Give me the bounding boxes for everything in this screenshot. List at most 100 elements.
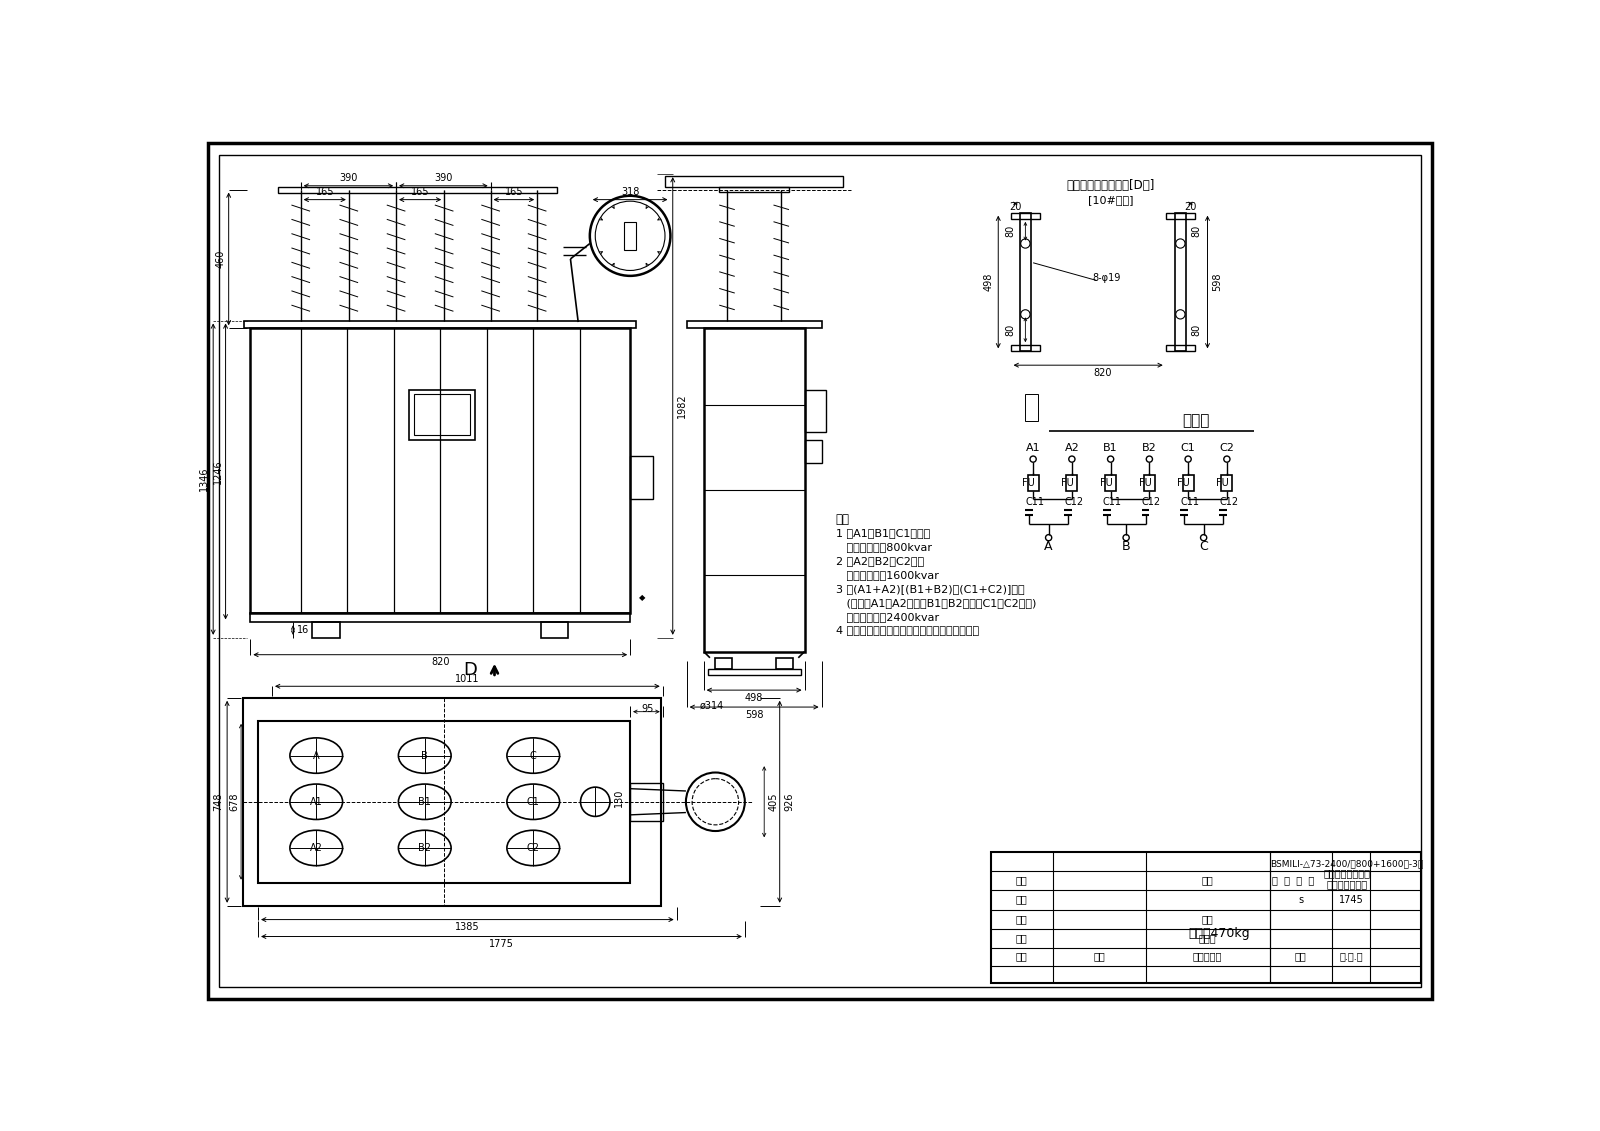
Bar xyxy=(414,395,470,435)
Text: C2: C2 xyxy=(1219,442,1234,452)
Text: A: A xyxy=(1045,541,1053,553)
Text: 598: 598 xyxy=(1213,273,1222,292)
Bar xyxy=(1011,213,1040,219)
Text: A1: A1 xyxy=(1026,442,1040,452)
Text: C11: C11 xyxy=(1026,498,1045,507)
Text: 820: 820 xyxy=(430,657,450,667)
Text: 165: 165 xyxy=(411,187,429,197)
Text: (即此时A1与A2并联，B1与B2并联，C1与C2并联): (即此时A1与A2并联，B1与B2并联，C1与C2并联) xyxy=(835,597,1035,607)
Text: 1 接A1（B1，C1）时，: 1 接A1（B1，C1）时， xyxy=(835,528,930,538)
Bar xyxy=(1067,475,1077,492)
Text: 1982: 1982 xyxy=(677,394,686,418)
Text: 390: 390 xyxy=(339,173,358,183)
Bar xyxy=(630,457,653,499)
Text: 更改文件号: 更改文件号 xyxy=(1194,951,1222,961)
Bar xyxy=(805,440,821,463)
Text: C12: C12 xyxy=(1219,498,1238,507)
Text: B1: B1 xyxy=(418,796,430,806)
Text: 制图: 制图 xyxy=(1016,914,1027,924)
Text: 底脚安装尺寸示意图[D向]: 底脚安装尺寸示意图[D向] xyxy=(1067,180,1155,192)
Text: 80: 80 xyxy=(1190,323,1202,336)
Text: 80: 80 xyxy=(1005,323,1014,336)
Text: 注：: 注： xyxy=(835,513,850,526)
Text: 外形尺寸示意图: 外形尺寸示意图 xyxy=(1326,879,1368,889)
Text: 498: 498 xyxy=(746,693,763,702)
Text: 1011: 1011 xyxy=(454,674,480,683)
Text: 748: 748 xyxy=(213,793,222,811)
Text: C: C xyxy=(1200,541,1208,553)
Bar xyxy=(666,175,843,187)
Text: 460: 460 xyxy=(216,250,226,268)
Text: ø314: ø314 xyxy=(699,700,723,710)
Text: C1: C1 xyxy=(526,796,539,806)
Bar xyxy=(541,622,568,638)
Bar xyxy=(1011,345,1040,352)
Bar xyxy=(277,187,557,192)
Text: 598: 598 xyxy=(746,710,763,719)
Text: C2: C2 xyxy=(526,843,539,853)
Bar xyxy=(630,783,662,821)
Text: D: D xyxy=(464,662,477,679)
Text: C12: C12 xyxy=(1064,498,1083,507)
Text: A2: A2 xyxy=(1064,442,1080,452)
Bar xyxy=(312,622,339,638)
Text: 3 接(A1+A2)[(B1+B2)，(C1+C2)]时，: 3 接(A1+A2)[(B1+B2)，(C1+C2)]时， xyxy=(835,584,1024,594)
Text: 1385: 1385 xyxy=(454,922,480,932)
Text: 20: 20 xyxy=(1184,201,1197,211)
Text: 165: 165 xyxy=(504,187,523,197)
Text: C12: C12 xyxy=(1142,498,1160,507)
Text: B2: B2 xyxy=(418,843,432,853)
Bar xyxy=(258,720,630,882)
Bar xyxy=(250,613,630,622)
Text: 926: 926 xyxy=(784,793,794,811)
Bar xyxy=(1174,213,1186,352)
Text: 1246: 1246 xyxy=(213,459,222,484)
Bar xyxy=(624,222,637,250)
Bar xyxy=(1166,213,1195,219)
Text: [10#槽钐]: [10#槽钐] xyxy=(1088,195,1133,205)
Text: 80: 80 xyxy=(1190,225,1202,238)
Text: 油重：470kg: 油重：470kg xyxy=(1189,927,1250,940)
Text: 4 电容器组内部故障保护方式：开口在三角电压: 4 电容器组内部故障保护方式：开口在三角电压 xyxy=(835,625,979,636)
Text: 165: 165 xyxy=(315,187,334,197)
Bar xyxy=(1019,213,1030,352)
Text: C11: C11 xyxy=(1181,498,1200,507)
Text: 390: 390 xyxy=(434,173,453,183)
Text: 80: 80 xyxy=(1005,225,1014,238)
Text: A2: A2 xyxy=(310,843,323,853)
Bar xyxy=(715,658,733,670)
Text: 审核: 审核 xyxy=(1202,914,1213,924)
Text: 批准: 批准 xyxy=(1202,875,1213,886)
Bar xyxy=(250,328,630,613)
Text: 处数: 处数 xyxy=(1093,951,1106,961)
Bar xyxy=(245,320,637,328)
Bar xyxy=(1166,345,1195,352)
Bar xyxy=(707,670,800,675)
Text: 共  张  郑  束: 共 张 郑 束 xyxy=(1272,875,1314,886)
Text: 20: 20 xyxy=(1010,201,1021,211)
Text: 工艺: 工艺 xyxy=(1016,875,1027,886)
Text: C11: C11 xyxy=(1102,498,1122,507)
Text: 820: 820 xyxy=(1094,368,1112,378)
Bar xyxy=(1106,475,1117,492)
Text: 集合式并联电容器: 集合式并联电容器 xyxy=(1323,869,1371,879)
Bar xyxy=(243,698,661,906)
Text: 签名: 签名 xyxy=(1294,951,1306,961)
Text: 设计: 设计 xyxy=(1016,933,1027,943)
Text: 年.月.日: 年.月.日 xyxy=(1339,951,1363,961)
Text: A1: A1 xyxy=(310,796,323,806)
Bar xyxy=(704,328,805,651)
Text: FU: FU xyxy=(1061,478,1074,487)
Bar xyxy=(720,187,789,192)
Text: FU: FU xyxy=(1022,478,1035,487)
Text: FU: FU xyxy=(1139,478,1152,487)
Bar xyxy=(990,852,1421,983)
Text: 标记: 标记 xyxy=(1016,951,1027,961)
Text: 三相星接构或2400kvar: 三相星接构或2400kvar xyxy=(835,612,939,622)
Bar xyxy=(1026,394,1038,421)
Text: C: C xyxy=(530,751,536,760)
Bar xyxy=(1144,475,1155,492)
Bar xyxy=(686,320,821,328)
Text: 8-φ19: 8-φ19 xyxy=(1093,274,1122,283)
Text: BSMILI-△73-2400/（800+1600）-3相: BSMILI-△73-2400/（800+1600）-3相 xyxy=(1270,858,1424,867)
